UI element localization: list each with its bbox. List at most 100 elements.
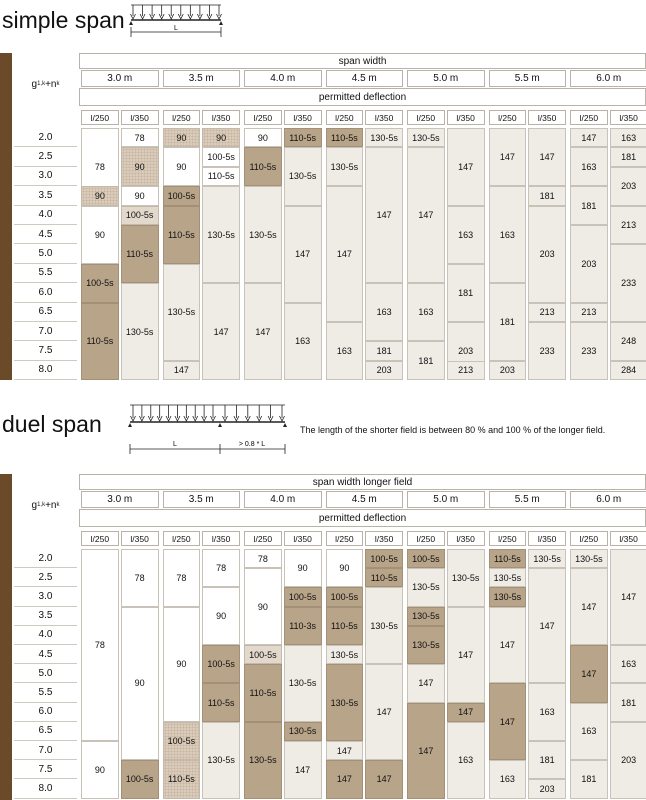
profile-cell: 100-5s: [162, 721, 201, 761]
profile-cell: 90: [120, 147, 159, 187]
profile-cell: 213: [446, 360, 485, 381]
profile-cell: 90: [162, 147, 201, 187]
profile-cell: 110-5s: [244, 664, 282, 722]
profile-cell: 130-5s: [283, 645, 322, 722]
profile-cell: 147: [407, 702, 445, 799]
load-row-label: 3.0: [14, 166, 77, 187]
profile-cell: 130-5s: [407, 625, 445, 665]
span-header-3: 4.5 m: [325, 70, 403, 87]
profile-cell: 181: [365, 341, 403, 361]
load-row-label: 3.5: [14, 186, 77, 206]
axis-axis-sub2: k: [56, 502, 60, 508]
load-row-label: 7.5: [14, 760, 77, 780]
span-width-header: span width longer field: [79, 474, 646, 490]
span-header-3: 4.5 m: [325, 491, 403, 508]
profile-cell: 90: [202, 587, 240, 645]
profile-cell: 147: [570, 128, 608, 148]
axis-axis-sub: 1,k: [37, 81, 46, 87]
profile-cell: 130-5s: [283, 721, 322, 741]
deflection-sub-4-1: l/350: [446, 531, 485, 546]
deflection-sub-4-0: l/250: [407, 531, 445, 546]
load-row-label: 7.0: [14, 741, 77, 761]
profile-cell: 130-5s: [202, 186, 240, 284]
deflection-sub-1-0: l/250: [162, 110, 201, 125]
profile-cell: 130-5s: [446, 549, 485, 607]
deflection-sub-5-1: l/350: [528, 110, 566, 125]
deflection-sub-6-1: l/350: [609, 110, 646, 125]
deflection-sub-6-0: l/250: [570, 531, 608, 546]
profile-cell: 100-5s: [120, 760, 159, 799]
axis-axis-sub: 1,k: [37, 502, 46, 508]
span-header-2: 4.0 m: [244, 70, 322, 87]
profile-cell: 147: [325, 760, 364, 799]
profile-cell: 147: [202, 283, 240, 381]
deflection-sub-1-0: l/250: [162, 531, 201, 546]
deflection-sub-4-0: l/250: [407, 110, 445, 125]
load-row-label: 4.0: [14, 625, 77, 645]
profile-cell: 147: [488, 606, 527, 684]
profile-cell: 100-5s: [202, 645, 240, 684]
load-row-label: 2.0: [14, 128, 77, 148]
load-row-label: 4.0: [14, 205, 77, 225]
span-header-4: 5.0 m: [407, 491, 485, 508]
deflection-sub-6-1: l/350: [609, 531, 646, 546]
deflection-sub-0-0: l/250: [81, 531, 119, 546]
profile-cell: 163: [609, 645, 646, 684]
profile-cell: 78: [162, 549, 201, 607]
profile-cell: 130-5s: [365, 587, 403, 665]
profile-cell: 90: [162, 128, 201, 148]
profile-cell: 147: [365, 760, 403, 799]
profile-cell: 233: [609, 244, 646, 322]
profile-cell: 163: [570, 147, 608, 187]
profile-cell: 163: [609, 128, 646, 148]
axis-axis-plus: +n: [45, 499, 57, 511]
deflection-sub-5-0: l/250: [488, 531, 527, 546]
load-row-label: 7.5: [14, 341, 77, 361]
load-row-label: 4.5: [14, 645, 77, 665]
profile-cell: 147: [283, 205, 322, 303]
profile-cell: 163: [446, 205, 485, 264]
load-row-label: 2.5: [14, 147, 77, 167]
profile-cell: 203: [570, 225, 608, 303]
simple-span-title: simple span: [2, 7, 125, 33]
profile-cell: 147: [162, 360, 201, 381]
load-row-label: 2.0: [14, 549, 77, 569]
profile-cell: 100-5s: [81, 263, 119, 303]
deflection-sub-2-1: l/350: [283, 110, 322, 125]
span-header-0: 3.0 m: [81, 70, 159, 87]
profile-cell: 130-5s: [283, 147, 322, 206]
deflection-sub-4-1: l/350: [446, 110, 485, 125]
deflection-sub-2-1: l/350: [283, 531, 322, 546]
profile-cell: 147: [407, 147, 445, 284]
load-row-label: 5.0: [14, 664, 77, 684]
profile-cell: 147: [244, 283, 282, 381]
profile-cell: 100-5s: [202, 147, 240, 167]
profile-cell: 213: [570, 302, 608, 322]
profile-cell: 181: [570, 760, 608, 799]
profile-cell: 130-5s: [325, 664, 364, 741]
profile-cell: 130-5s: [488, 568, 527, 588]
deflection-sub-0-1: l/350: [120, 110, 159, 125]
profile-cell: 110-5s: [162, 205, 201, 264]
profile-cell: 100-5s: [283, 587, 322, 607]
profile-cell: 181: [609, 683, 646, 722]
profile-cell: 163: [446, 721, 485, 799]
dual-span-title: duel span: [2, 411, 102, 437]
deflection-sub-3-1: l/350: [365, 531, 403, 546]
profile-cell: 110-5s: [120, 225, 159, 284]
simple-span-table: span width 3.0 m 3.5 m 4.0 m 4.5 m 5.0 m 5.5 m…: [0, 53, 646, 381]
deflection-sub-0-1: l/350: [120, 531, 159, 546]
profile-cell: 90: [244, 128, 282, 148]
axis-axis-label: g: [31, 78, 38, 90]
profile-cell: 100-5s: [162, 186, 201, 206]
short-field-label: > 0.8 * L: [239, 441, 265, 448]
span-header-6: 6.0 m: [570, 70, 646, 87]
profile-cell: 147: [365, 664, 403, 761]
profile-cell: 147: [365, 147, 403, 284]
span-header-4: 5.0 m: [407, 70, 485, 87]
span-header-5: 5.5 m: [488, 491, 566, 508]
profile-cell: 163: [407, 283, 445, 342]
profile-cell: 78: [120, 128, 159, 148]
profile-cell: 163: [325, 322, 364, 381]
profile-cell: 78: [202, 549, 240, 588]
